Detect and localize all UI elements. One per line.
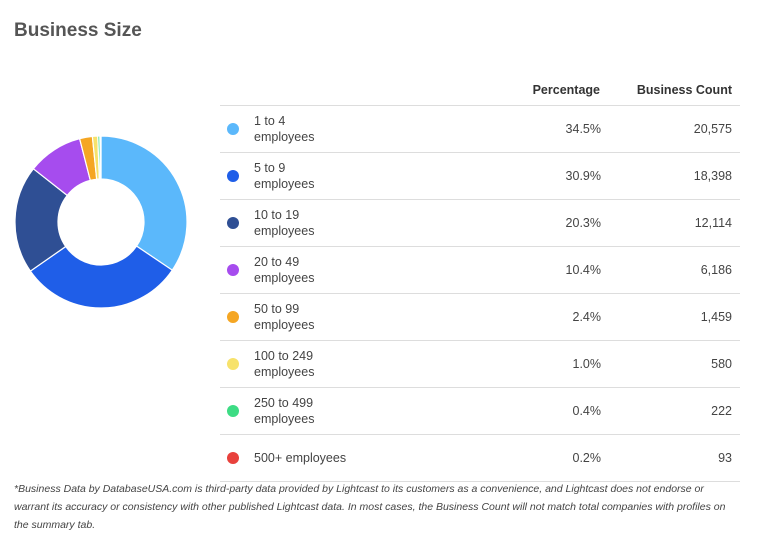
row-label-line2: employees <box>254 223 315 238</box>
legend-dot <box>227 451 239 464</box>
row-business-count: 1,459 <box>608 293 740 341</box>
header-percentage: Percentage <box>464 78 608 106</box>
row-business-count: 18,398 <box>608 152 740 200</box>
row-percentage: 2.4% <box>464 293 608 341</box>
row-label-line2: employees <box>254 129 315 144</box>
donut-chart <box>14 135 188 309</box>
row-label-line1: 50 to 99 <box>254 301 300 316</box>
row-label-line1: 5 to 9 <box>254 160 286 175</box>
row-business-count: 12,114 <box>608 199 740 247</box>
row-percentage: 0.2% <box>464 434 608 482</box>
row-label-line2: employees <box>254 364 315 379</box>
row-label-line1: 1 to 4 <box>254 113 286 128</box>
row-percentage: 34.5% <box>464 105 608 153</box>
legend-dot <box>227 216 239 229</box>
table-row: 1 to 4 employees 34.5% 20,575 <box>220 105 740 153</box>
table-row: 100 to 249 employees 1.0% 580 <box>220 340 740 388</box>
row-label-line1: 10 to 19 <box>254 207 300 222</box>
page-title: Business Size <box>14 20 142 41</box>
row-percentage: 30.9% <box>464 152 608 200</box>
row-label-line2: employees <box>254 176 315 191</box>
row-label-line1: 500+ employees <box>254 450 347 465</box>
table-header-row: Percentage Business Count <box>220 78 740 106</box>
footnote: *Business Data by DatabaseUSA.com is thi… <box>14 483 726 531</box>
header-business-count: Business Count <box>608 78 740 106</box>
row-percentage: 20.3% <box>464 199 608 247</box>
legend-dot <box>227 263 239 276</box>
legend-dot <box>227 404 239 417</box>
row-business-count: 20,575 <box>608 105 740 153</box>
header-label <box>254 78 464 106</box>
table-row: 5 to 9 employees 30.9% 18,398 <box>220 152 740 200</box>
row-percentage: 0.4% <box>464 387 608 435</box>
row-business-count: 222 <box>608 387 740 435</box>
row-label-line1: 20 to 49 <box>254 254 300 269</box>
row-label-line2: employees <box>254 317 315 332</box>
row-label-line2: employees <box>254 411 315 426</box>
row-label-line1: 250 to 499 <box>254 395 314 410</box>
legend-dot <box>227 357 239 370</box>
header-dot <box>220 78 254 106</box>
business-size-table: Percentage Business Count 1 to 4 employee… <box>220 78 740 482</box>
row-percentage: 10.4% <box>464 246 608 294</box>
row-label-line2: employees <box>254 270 315 285</box>
legend-dot <box>227 122 239 135</box>
row-percentage: 1.0% <box>464 340 608 388</box>
table-row: 500+ employees 0.2% 93 <box>220 434 740 482</box>
row-label-line1: 100 to 249 <box>254 348 314 363</box>
row-business-count: 93 <box>608 434 740 482</box>
table-row: 250 to 499 employees 0.4% 222 <box>220 387 740 435</box>
table-row: 20 to 49 employees 10.4% 6,186 <box>220 246 740 294</box>
legend-dot <box>227 310 239 323</box>
legend-dot <box>227 169 239 182</box>
donut-slice-7 <box>99 135 102 180</box>
donut-slice-0 <box>100 135 188 272</box>
table-row: 50 to 99 employees 2.4% 1,459 <box>220 293 740 341</box>
table-row: 10 to 19 employees 20.3% 12,114 <box>220 199 740 247</box>
donut-slice-1 <box>29 245 174 309</box>
row-business-count: 6,186 <box>608 246 740 294</box>
row-business-count: 580 <box>608 340 740 388</box>
